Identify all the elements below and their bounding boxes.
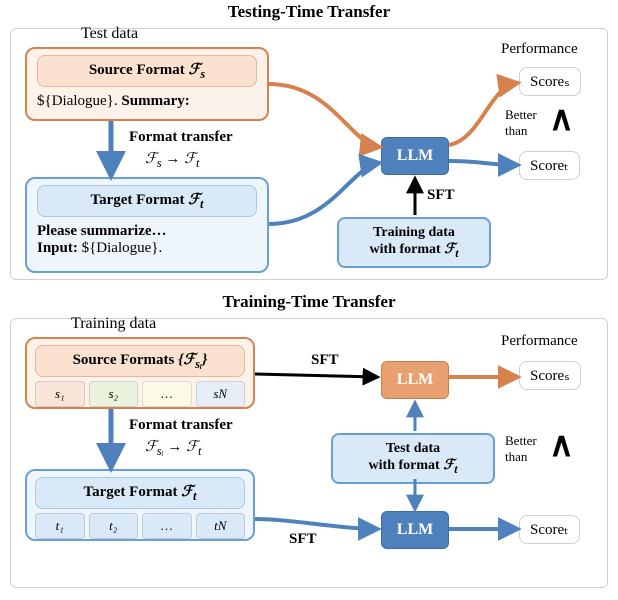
llm-box: LLM [381,137,449,175]
score-t-box-2: Scoreₜ [519,515,580,544]
source-format-header: Source Format ℱs [37,55,257,87]
score-s-box: Scoreₛ [519,67,581,96]
better-than-label-2: Betterthan [505,433,537,465]
llm-orange-box: LLM [381,361,449,399]
source-line-b: Summary: [121,93,189,109]
source-header-sub: s [200,62,205,78]
target-line2b: ${Dialogue}. [82,240,163,256]
source-header-prefix: Source Format [89,62,189,78]
chip-tn: tN [196,513,246,539]
format-transfer-label: Format transfer [129,129,233,146]
chip-sn: sN [196,381,246,407]
performance-label-2: Performance [501,333,578,350]
chip-s2: s₂ [89,381,139,407]
chip-s1: s₁ [35,381,85,407]
sft-label-2b: SFT [289,531,317,548]
target-format-box: Target Format ℱt Please summarize… Input… [25,177,269,273]
better-than-label: Betterthan [505,107,537,139]
target-line2a: Input: [37,240,82,256]
chip-t2: t₂ [89,513,139,539]
target-format-header-2: Target Format ℱt [35,477,245,509]
score-t-box: Scoreₜ [519,151,580,180]
panel1: Test data Source Format ℱs ${Dialogue}. … [10,28,608,280]
panel2: Training data Source Formats {ℱsᵢ} s₁ s₂… [10,318,608,588]
target-format-header: Target Format ℱt [37,185,257,217]
source-line-a: ${Dialogue}. [37,93,121,109]
wedge-icon: ∧ [549,103,574,137]
format-transfer-expr-2: ℱsᵢ → ℱt [145,437,201,459]
format-transfer-label-2: Format transfer [129,417,233,434]
source-formats-header: Source Formats {ℱsᵢ} [35,345,245,377]
training-data-box: Training data with format ℱt [337,217,491,268]
llm-blue-box: LLM [381,511,449,549]
target-line1: Please summarize… [37,223,167,239]
chip-tdots: … [142,513,192,539]
panel2-title: Training-Time Transfer [0,292,618,312]
sft-label-2a: SFT [311,352,339,369]
wedge-icon-2: ∧ [549,429,574,463]
score-s-box-2: Scoreₛ [519,361,581,390]
test-data-label: Test data [81,25,138,43]
target-format-box-2: Target Format ℱt t₁ t₂ … tN [25,469,255,541]
target-header-sym: ℱ [188,192,200,208]
target-header-sub: t [200,192,203,208]
target-header-prefix: Target Format [90,192,188,208]
source-formats-box: Source Formats {ℱsᵢ} s₁ s₂ … sN [25,337,255,409]
chip-sdots: … [142,381,192,407]
performance-label: Performance [501,41,578,58]
test-data-box: Test data with format ℱt [331,433,495,484]
panel1-title: Testing-Time Transfer [0,2,618,22]
source-header-sym: ℱ [189,62,201,78]
format-transfer-expr: ℱs → ℱt [145,149,199,171]
source-format-box: Source Format ℱs ${Dialogue}. Summary: [25,47,269,121]
training-data-label: Training data [71,315,156,333]
chip-t1: t₁ [35,513,85,539]
sft-label: SFT [427,187,455,204]
